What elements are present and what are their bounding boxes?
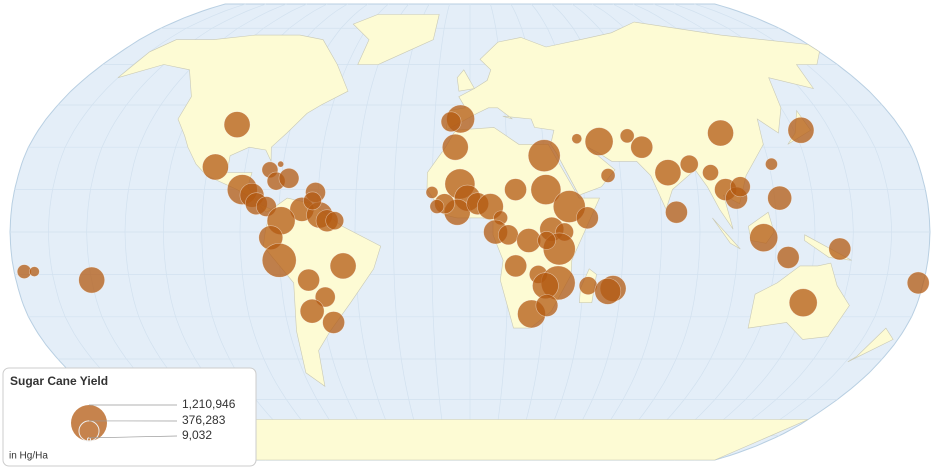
bubble	[702, 164, 719, 181]
bubble	[707, 119, 734, 147]
bubble	[571, 133, 583, 144]
bubble	[665, 200, 688, 224]
bubble	[776, 246, 800, 269]
bubble	[516, 228, 542, 253]
bubble	[261, 242, 297, 278]
bubble	[202, 153, 229, 181]
bubble	[530, 174, 562, 205]
legend-label: 376,283	[182, 413, 226, 427]
legend-label: 1,210,946	[182, 397, 236, 411]
bubble	[749, 223, 779, 252]
bubble	[441, 133, 469, 161]
bubble	[29, 266, 40, 277]
bubble	[504, 178, 527, 201]
bubble	[303, 191, 322, 211]
bubble	[906, 271, 930, 295]
bubble	[594, 278, 622, 305]
bubble	[729, 176, 751, 198]
bubble	[679, 154, 699, 174]
bubble	[325, 211, 345, 230]
bubble	[329, 252, 357, 280]
land	[352, 14, 440, 65]
bubbles	[16, 104, 930, 334]
legend-title: Sugar Cane Yield	[10, 374, 108, 388]
bubble	[223, 111, 251, 138]
legend-label: 9,032	[182, 428, 212, 442]
bubble	[297, 268, 320, 292]
bubble	[299, 298, 325, 324]
bubble	[535, 294, 559, 317]
bubble	[787, 116, 815, 144]
bubble	[277, 160, 284, 168]
bubble	[440, 111, 462, 133]
bubble	[788, 288, 818, 317]
bubble	[429, 199, 445, 214]
legend-bubble	[71, 405, 107, 441]
bubble	[278, 167, 300, 189]
bubble	[619, 128, 635, 144]
land	[847, 327, 894, 363]
bubble	[765, 157, 778, 171]
bubble	[425, 186, 439, 199]
bubble	[537, 231, 556, 250]
legend: Sugar Cane Yield in Hg/Ha 1,210,946 376,2…	[2, 367, 257, 467]
bubble	[322, 311, 345, 334]
bubble	[767, 185, 792, 211]
bubble	[78, 266, 105, 294]
unit-label: in Hg/Ha	[9, 451, 48, 462]
bubble	[578, 276, 598, 296]
land	[712, 217, 741, 250]
land	[456, 69, 475, 92]
bubble	[584, 127, 614, 156]
bubble	[576, 206, 599, 230]
bubble	[527, 139, 561, 172]
bubble	[630, 135, 654, 159]
bubble	[498, 224, 519, 246]
legend-leader	[88, 435, 178, 439]
legend-box	[2, 367, 257, 467]
bubble	[600, 168, 616, 183]
bubble	[504, 254, 527, 278]
bubble	[654, 159, 682, 186]
bubble	[828, 237, 852, 261]
